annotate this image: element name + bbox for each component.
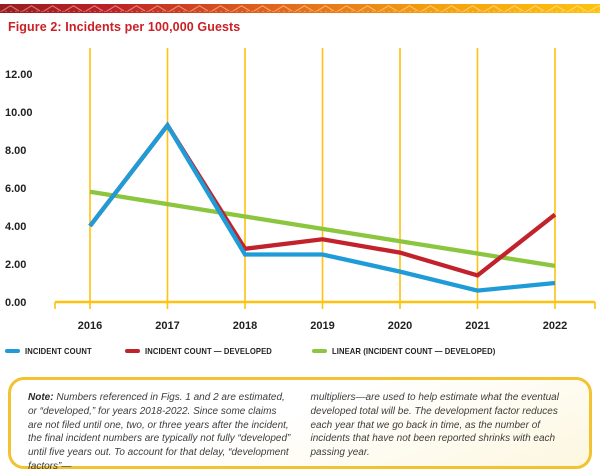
legend-swatch-blue (5, 349, 20, 353)
note-columns: Note: Numbers referenced in Figs. 1 and … (28, 391, 573, 473)
note-column-left: Note: Numbers referenced in Figs. 1 and … (28, 391, 291, 473)
y-tick-label: 12.00 (5, 69, 33, 81)
y-tick-label: 6.00 (5, 183, 26, 195)
legend-swatch-green (312, 349, 328, 353)
x-tick-label: 2020 (388, 320, 412, 332)
incidents-line-chart: 12.00 10.00 8.00 6.00 4.00 2.00 0.00 2016 2017 20… (0, 42, 600, 334)
x-tick-label: 2022 (543, 320, 567, 332)
note-column-right: multipliers—are used to help estimate wh… (311, 391, 574, 473)
y-tick-label: 0.00 (5, 297, 26, 309)
triangle-border-pattern (0, 4, 600, 13)
series-linear-trend (89, 189, 556, 269)
legend-item-incident-count-developed: INCIDENT COUNT — DEVELOPED (125, 346, 286, 356)
x-tick-label: 2016 (78, 320, 102, 332)
x-tick-label: 2021 (465, 320, 489, 332)
note-label: Note: (28, 392, 54, 403)
y-tick-label: 8.00 (5, 145, 26, 157)
legend-label: LINEAR (INCIDENT COUNT — DEVELOPED) (332, 346, 496, 356)
gridlines (54, 48, 596, 309)
x-tick-label: 2018 (233, 320, 257, 332)
x-axis-labels: 2016 2017 2018 2019 2020 2021 2022 (78, 320, 567, 332)
y-tick-label: 4.00 (5, 221, 26, 233)
legend-item-linear-trend: LINEAR (INCIDENT COUNT — DEVELOPED) (312, 346, 514, 356)
decorative-top-border (0, 0, 600, 13)
legend-item-incident-count: INCIDENT COUNT (5, 346, 99, 356)
chart-legend: INCIDENT COUNT INCIDENT COUNT — DEVELOPE… (5, 345, 514, 357)
y-tick-label: 2.00 (5, 259, 26, 271)
note-box: Note: Numbers referenced in Figs. 1 and … (8, 377, 592, 472)
note-text-left: Numbers referenced in Figs. 1 and 2 are … (28, 392, 291, 472)
legend-label: INCIDENT COUNT (25, 346, 92, 356)
series-incident-count (88, 121, 556, 293)
figure-title: Figure 2: Incidents per 100,000 Guests (8, 20, 241, 34)
y-tick-label: 10.00 (5, 107, 33, 119)
x-tick-label: 2017 (155, 320, 179, 332)
legend-label: INCIDENT COUNT — DEVELOPED (145, 346, 273, 356)
legend-swatch-red (125, 349, 141, 353)
y-axis-labels: 12.00 10.00 8.00 6.00 4.00 2.00 0.00 (5, 69, 33, 309)
x-tick-label: 2019 (310, 320, 334, 332)
note-text-right: multipliers—are used to help estimate wh… (310, 392, 559, 459)
